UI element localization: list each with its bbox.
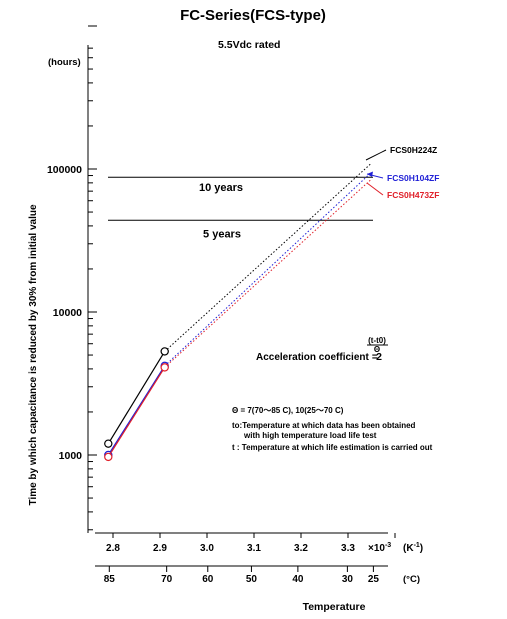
x-axis-title: Temperature [303,601,366,613]
celsius-axis: 85 70 60 50 40 30 25 [95,565,388,585]
celsius-tick-label: 70 [161,574,173,585]
note-t: t : Temperature at which life estimation… [232,443,433,452]
y-tick-label: 100000 [47,164,82,176]
series-label-leader [365,149,387,161]
y-axis-title: Time by which capacitance is reduced by … [28,204,39,505]
data-point [104,452,113,462]
estimated-line [164,171,372,367]
measured-line [107,351,166,444]
chart-title: FC-Series(FCS-type) [180,7,326,24]
series-layer [104,162,372,462]
chart-subtitle: 5.5Vdc rated [218,39,280,51]
x-tick-label: 2.9 [153,543,167,554]
x-tick-label: 2.8 [106,543,120,554]
data-point [104,439,113,448]
notes: Θ = 7(70～85 C), 10(25～70 C) to:Temperatu… [232,406,433,452]
celsius-tick-label: 30 [342,574,354,585]
data-point [160,347,169,356]
formula-base: 2 [376,351,382,363]
x-multiplier: ×10-3 [368,542,391,554]
x-unit-exponent: -1 [414,542,420,549]
celsius-tick-label: 50 [246,574,258,585]
formula-numerator: (t-t0) [368,336,386,345]
series-labels: FCS0H224Z FCS0H104ZF FCS0H473ZF [365,145,439,200]
note-theta: Θ = 7(70～85 C), 10(25～70 C) [232,406,344,415]
reference-line-label: 5 years [203,228,241,240]
y-tick-label: 10000 [53,307,82,319]
x-multiplier-exponent: -3 [385,542,391,549]
formula-label: Acceleration coefficient = [256,352,378,363]
series-FCS0H473ZF [104,178,372,462]
celsius-tick-label: 40 [292,574,304,585]
x-tick-label: 3.2 [294,543,308,554]
series-label: FCS0H224Z [390,145,437,155]
series-FCS0H224Z [104,162,372,448]
estimated-line [164,162,372,352]
x-tick-label: 3.3 [341,543,355,554]
acceleration-formula: (t-t0) Θ Acceleration coefficient = 2 [256,336,388,363]
series-FCS0H104ZF [104,171,372,460]
data-point [160,363,169,372]
x-unit-celsius: (°C) [403,574,420,585]
measured-line [107,365,166,456]
series-label-arrow [367,171,373,177]
x-unit-inverse: (K-1) [403,542,423,554]
measured-line [107,367,166,458]
x-tick-label: 3.1 [247,543,261,554]
y-axis: 1000 10000 100000 [47,25,97,533]
formula-denominator: Θ [374,345,380,354]
note-to: to:Temperature at which data has been ob… [232,421,416,430]
celsius-tick-label: 25 [368,574,380,585]
series-label: FCS0H473ZF [387,190,439,200]
celsius-tick-label: 85 [104,574,116,585]
x-tick-label: 3.0 [200,543,214,554]
reference-lines: 10 years 5 years [108,176,373,240]
x-axis: 2.8 2.9 3.0 3.1 3.2 3.3 [95,532,396,554]
celsius-tick-label: 60 [202,574,214,585]
note-to-cont: with high temperature load life test [243,431,377,440]
series-label-leader [366,182,384,196]
series-label: FCS0H104ZF [387,173,439,183]
y-axis-unit: (hours) [48,57,81,68]
y-tick-label: 1000 [59,450,83,462]
reference-line-label: 10 years [199,182,243,194]
estimated-line [164,178,372,368]
